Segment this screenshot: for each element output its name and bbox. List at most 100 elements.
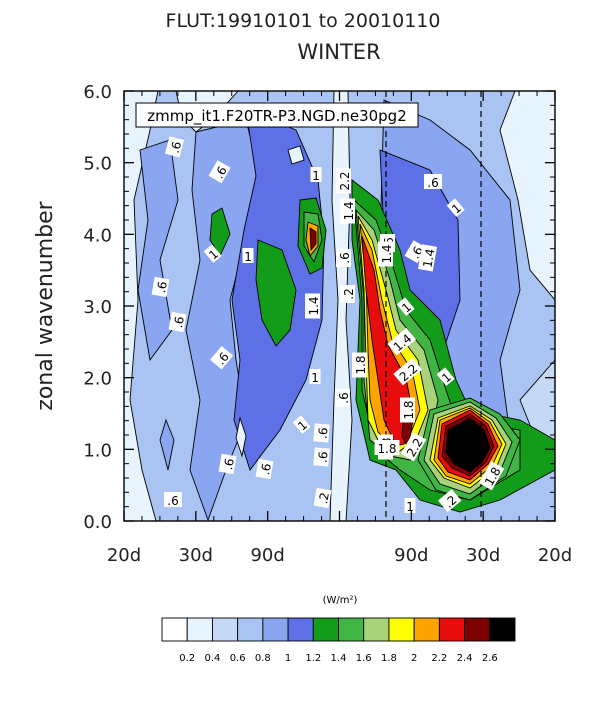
contour-label: .6 bbox=[164, 492, 182, 508]
contour-label-text: 1 bbox=[406, 500, 414, 514]
colorbar-label: 2.6 bbox=[482, 653, 498, 664]
colorbar-box bbox=[186, 617, 213, 642]
contour-label-bg bbox=[313, 423, 330, 443]
x-tick-label: 20d bbox=[538, 545, 572, 566]
contour-label-text: .6 bbox=[154, 280, 170, 294]
fill-band-2.4-left-peak bbox=[309, 227, 317, 252]
contour-label: .6 bbox=[218, 453, 237, 475]
contour-label-bg bbox=[210, 345, 234, 370]
contour-label: 1.4 bbox=[340, 198, 356, 224]
contour-label: .6 bbox=[336, 249, 352, 267]
contour-label-bg bbox=[313, 487, 332, 509]
y-tick-label: 5.0 bbox=[83, 154, 112, 175]
fill-band-0.8-spot-a bbox=[159, 418, 175, 471]
colorbar-box bbox=[363, 617, 390, 642]
contour-label-text: 2.2 bbox=[338, 171, 352, 190]
contour-label-bg bbox=[309, 369, 321, 384]
contour-label-bg bbox=[393, 357, 423, 386]
colorbar-label: 2 bbox=[411, 653, 417, 664]
contour-label: 1 bbox=[436, 367, 455, 386]
colorbar-box bbox=[338, 617, 365, 642]
fill-band-0.2-spot-c bbox=[287, 145, 305, 165]
contour-label-text: .6 bbox=[167, 494, 178, 508]
contour-label-bg bbox=[436, 367, 455, 386]
contour-label-bg bbox=[478, 461, 505, 491]
contour-label-text: 1.8 bbox=[354, 355, 368, 374]
contour-label: 1 bbox=[396, 297, 415, 316]
contour-label-bg bbox=[336, 168, 351, 194]
contour-label-bg bbox=[292, 415, 311, 434]
x-tick-label: 90d bbox=[394, 545, 428, 566]
contour-label: 1.8 bbox=[352, 352, 368, 378]
contour-label-text: .6 bbox=[427, 176, 438, 190]
x-tick-label: 90d bbox=[250, 545, 284, 566]
contour-label-text: 1.8 bbox=[377, 442, 396, 456]
colorbar-box bbox=[287, 617, 314, 642]
contour-label: .6 bbox=[210, 345, 234, 370]
contour-label-bg bbox=[400, 397, 415, 423]
colorbar-box bbox=[413, 617, 440, 642]
colorbar-box bbox=[489, 617, 516, 642]
colorbar-box bbox=[388, 617, 415, 642]
colorbar: 0.2 0.4 0.6 0.8 1 1.2 1.4 1.6 1.8 2 2.2 2.4 2.6 bbox=[161, 617, 516, 664]
y-axis: 0.0 1.0 2.0 3.0 4.0 5.0 6.0 bbox=[83, 82, 555, 533]
contour-label-text: 1.4 bbox=[307, 296, 321, 315]
colorbar-label: 1.4 bbox=[331, 653, 347, 664]
colorbar-label: 2.4 bbox=[457, 653, 473, 664]
case-label-box bbox=[135, 102, 419, 128]
colorbar-label: 1.8 bbox=[381, 653, 397, 664]
colorbar-label: 0.4 bbox=[204, 653, 220, 664]
contour-label-bg bbox=[404, 240, 427, 264]
y-tick-label: 2.0 bbox=[83, 369, 112, 390]
contour-label-text: .6 bbox=[337, 392, 351, 403]
contour-label-bg bbox=[305, 293, 320, 319]
contour-label: 1.4 bbox=[417, 244, 438, 272]
contour-label: 1 bbox=[242, 248, 254, 264]
fill-band-0.2-spot-b bbox=[235, 416, 247, 458]
y-tick-label: 4.0 bbox=[83, 225, 112, 246]
contour-label-bg bbox=[437, 489, 462, 513]
contour-label-text: 1.4 bbox=[420, 248, 437, 269]
contour-label: 1 bbox=[203, 244, 222, 263]
contour-label-text: 1.4 bbox=[380, 244, 394, 263]
contour-label-text: .6 bbox=[316, 427, 331, 440]
x-axis: 20d 30d 90d 90d 30d 20d bbox=[107, 91, 572, 566]
y-tick-label: 1.0 bbox=[83, 440, 112, 461]
contour-label: 1 bbox=[404, 498, 416, 514]
contour-label: .2 bbox=[313, 487, 332, 509]
contour-label-text: 1 bbox=[312, 169, 320, 183]
contour-label-bg bbox=[310, 167, 322, 182]
contour-label-text: .6 bbox=[316, 451, 331, 464]
colorbar-box bbox=[312, 617, 339, 642]
x-tick-label: 20d bbox=[107, 545, 141, 566]
colorbar-box bbox=[262, 617, 289, 642]
x-tick-label: 30d bbox=[179, 545, 213, 566]
contour-label-text: 1 bbox=[311, 371, 319, 385]
contour-label: .6 bbox=[208, 160, 231, 184]
contour-label-text: .2 bbox=[316, 491, 332, 505]
colorbar-label: 2.2 bbox=[431, 653, 447, 664]
contour-label-text: .6 bbox=[221, 457, 237, 471]
contour-label: .2 bbox=[340, 285, 356, 303]
colorbar-label: 1 bbox=[285, 653, 291, 664]
colorbar-box bbox=[237, 617, 264, 642]
contour-label: 1.8 bbox=[400, 397, 416, 423]
contour-label: .6 bbox=[168, 311, 187, 333]
contour-label: 1 bbox=[309, 369, 321, 385]
x-tick-label: 30d bbox=[466, 545, 500, 566]
contour-label-bg bbox=[208, 160, 231, 184]
contour-label: .6 bbox=[335, 389, 351, 407]
contour-label: 1 bbox=[446, 198, 465, 217]
contour-label-bg bbox=[378, 241, 393, 267]
contour-label-text: .6 bbox=[171, 315, 187, 329]
contour-label: 2.2 bbox=[336, 168, 352, 194]
contour-label-bg bbox=[164, 492, 182, 507]
fill-band-2.2-right bbox=[361, 235, 415, 447]
contour-label-text: 1 bbox=[244, 250, 252, 264]
fill-band-0.2-right bbox=[499, 91, 555, 301]
y-axis-title: zonal wavenumber bbox=[33, 200, 58, 410]
colorbar-label: 0.2 bbox=[179, 653, 195, 664]
contour-label-bg bbox=[242, 248, 254, 263]
contour-label-bg bbox=[335, 389, 350, 407]
